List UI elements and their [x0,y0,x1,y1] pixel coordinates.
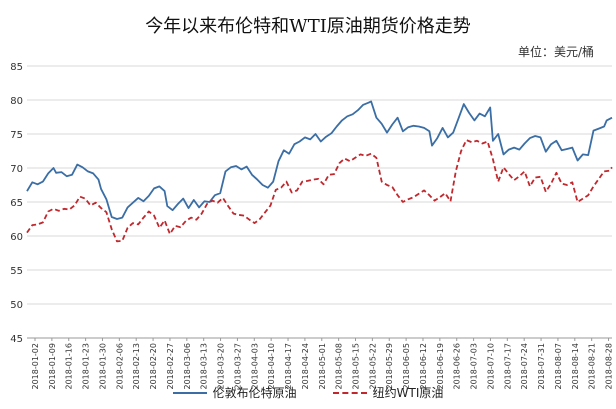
unit-label: 单位：美元/桶 [517,45,594,59]
legend-label-wti: 纽约WTI原油 [372,386,444,400]
x-tick-label-19: 2018-05-15 [352,343,361,390]
y-tick-label-4: 65 [10,198,23,209]
y-tick-label-2: 55 [10,266,23,277]
y-tick-label-8: 85 [10,62,23,73]
legend-label-brent: 伦敦布伦特原油 [212,386,297,400]
x-tick-label-16: 2018-04-24 [301,343,310,390]
y-tick-label-5: 70 [10,164,23,175]
x-tick-label-27: 2018-07-10 [486,343,495,390]
legend: 伦敦布伦特原油 纽约WTI原油 [0,384,616,401]
x-tick-label-15: 2018-04-17 [284,343,293,390]
y-tick-label-7: 80 [10,96,23,107]
x-tick-label-5: 2018-02-06 [115,343,124,390]
series-line-0 [26,100,613,220]
x-tick-label-11: 2018-03-20 [217,343,226,390]
x-tick-label-24: 2018-06-19 [436,343,445,390]
x-tick-label-29: 2018-07-24 [520,343,529,390]
x-tick-label-0: 2018-01-02 [31,343,40,390]
legend-swatch-brent [172,391,207,394]
x-tick-label-26: 2018-07-03 [470,343,479,390]
legend-item-brent: 伦敦布伦特原油 [172,384,297,401]
x-tick-label-20: 2018-05-22 [368,343,377,390]
x-tick-label-13: 2018-04-03 [250,343,259,390]
x-tick-label-31: 2018-08-07 [554,343,563,390]
y-tick-label-0: 45 [10,334,23,345]
x-tick-label-1: 2018-01-09 [48,343,57,390]
x-tick-label-30: 2018-07-31 [537,343,546,390]
x-tick-label-4: 2018-01-30 [98,343,107,390]
x-tick-label-7: 2018-02-20 [149,343,158,390]
x-tick-label-10: 2018-03-13 [200,343,209,390]
x-tick-label-23: 2018-06-12 [419,343,428,390]
x-tick-label-25: 2018-06-26 [453,343,462,390]
x-tick-label-17: 2018-05-01 [318,343,327,390]
x-tick-label-21: 2018-05-29 [385,343,394,390]
x-tick-label-18: 2018-05-08 [335,343,344,390]
x-tick-label-9: 2018-03-06 [183,343,192,390]
y-tick-label-6: 75 [10,130,23,141]
y-tick-label-1: 50 [10,300,23,311]
chart-title: 今年以来布伦特和WTI原油期货价格走势 [145,16,471,37]
legend-item-wti: 纽约WTI原油 [332,384,444,401]
legend-swatch-wti [332,391,367,394]
x-tick-label-22: 2018-06-05 [402,343,411,390]
x-tick-label-2: 2018-01-16 [65,343,74,390]
x-tick-label-28: 2018-07-17 [503,343,512,390]
x-tick-label-32: 2018-08-14 [571,343,580,390]
x-tick-label-34: 2018-08-28 [605,343,614,390]
x-tick-label-6: 2018-02-13 [132,343,141,390]
x-tick-label-12: 2018-03-27 [233,343,242,390]
x-tick-label-14: 2018-04-10 [267,343,276,390]
x-tick-label-33: 2018-08-21 [588,343,597,390]
series-line-1 [26,139,613,243]
x-tick-label-8: 2018-02-27 [166,343,175,390]
y-tick-label-3: 60 [10,232,23,243]
x-tick-label-3: 2018-01-23 [82,343,91,390]
